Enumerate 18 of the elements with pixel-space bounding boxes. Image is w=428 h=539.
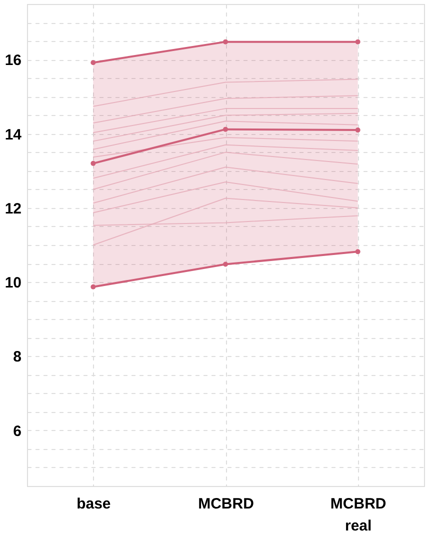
point (223, 39, 228, 44)
y-tick-label: 14 (4, 126, 22, 144)
x-tick-label: base (76, 496, 111, 512)
point (90, 60, 96, 66)
point (355, 128, 360, 133)
y-tick-label: 6 (13, 422, 22, 440)
y-tick-label: 12 (4, 200, 22, 218)
point (90, 160, 96, 166)
y-tick-label: 10 (4, 274, 22, 292)
y-tick-label: 16 (4, 52, 22, 70)
point (355, 39, 360, 44)
x-tick-label: MCBRD real (330, 496, 386, 534)
y-tick-label: 8 (13, 348, 22, 366)
x-tick-label: MCBRD (198, 496, 254, 512)
point (355, 249, 360, 254)
point (223, 126, 228, 132)
point (223, 262, 228, 267)
point (90, 284, 96, 290)
